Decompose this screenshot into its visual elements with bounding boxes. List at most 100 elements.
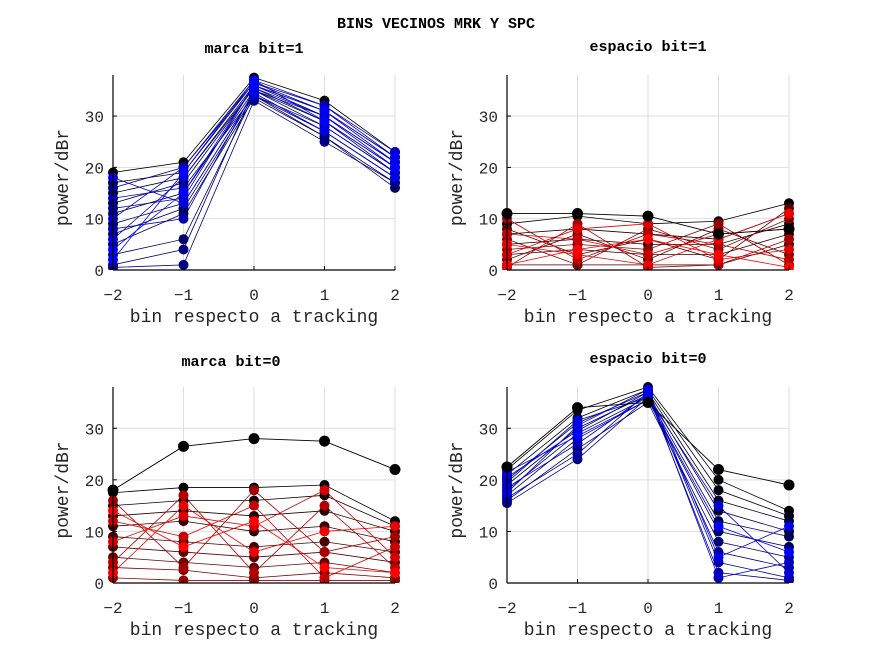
x-axis-label: bin respecto a tracking bbox=[130, 308, 378, 328]
x-tick-label: −2 bbox=[103, 600, 122, 618]
data-point bbox=[319, 562, 330, 573]
subplot-title: espacio bit=1 bbox=[589, 39, 706, 56]
subplot-1: 0 10 20 30 −2 −1 0 1 2 marca bit=1 bin respecto a … bbox=[54, 41, 400, 328]
y-axis-label: power/dBr bbox=[448, 129, 468, 226]
data-point bbox=[178, 198, 189, 209]
data-point bbox=[572, 234, 583, 245]
x-axis-label: bin respecto a tracking bbox=[524, 621, 772, 641]
y-tick-label: 20 bbox=[85, 473, 104, 491]
data-point bbox=[713, 552, 724, 563]
y-tick-label: 10 bbox=[479, 212, 498, 230]
y-tick-label: 30 bbox=[85, 421, 104, 439]
data-point bbox=[784, 234, 794, 245]
data-point bbox=[643, 384, 653, 395]
data-point bbox=[713, 521, 724, 532]
data-point bbox=[784, 254, 794, 265]
data-point bbox=[784, 531, 794, 542]
y-tick-label: 0 bbox=[94, 263, 104, 281]
y-tick-label: 10 bbox=[85, 524, 104, 542]
measured-point bbox=[572, 208, 583, 220]
data-point bbox=[784, 557, 794, 568]
data-point bbox=[784, 208, 794, 219]
y-tick-label: 10 bbox=[85, 212, 104, 230]
y-axis-label: power/dBr bbox=[54, 441, 74, 538]
data-point bbox=[178, 244, 189, 255]
y-tick-label: 20 bbox=[479, 160, 498, 178]
x-tick-label: 2 bbox=[390, 600, 400, 618]
data-point bbox=[178, 259, 189, 270]
subplot-4: 0 10 20 30 −2 −1 0 1 2 espacio bit=0 bin respecto … bbox=[448, 351, 795, 641]
y-tick-label: 20 bbox=[85, 160, 104, 178]
measured-point bbox=[713, 228, 724, 240]
measured-point bbox=[248, 433, 260, 445]
data-point bbox=[249, 75, 259, 86]
data-point bbox=[390, 152, 400, 163]
data-point bbox=[249, 485, 259, 496]
data-point bbox=[572, 223, 583, 234]
x-tick-label: 0 bbox=[643, 287, 653, 305]
subplot-3: 0 10 20 30 −2 −1 0 1 2 marca bit=0 bin respecto a … bbox=[54, 354, 401, 641]
data-point bbox=[713, 485, 724, 496]
x-tick-label: −1 bbox=[568, 287, 587, 305]
data-point bbox=[713, 474, 724, 485]
x-tick-label: 1 bbox=[714, 600, 724, 618]
data-point bbox=[249, 516, 259, 527]
data-point bbox=[643, 249, 653, 260]
data-point bbox=[319, 500, 330, 511]
subplot-2: 0 10 20 30 −2 −1 0 1 2 espacio bit=1 bin respecto … bbox=[448, 39, 795, 328]
data-point bbox=[319, 526, 330, 537]
data-point bbox=[784, 244, 794, 255]
data-point bbox=[643, 259, 653, 270]
data-point bbox=[319, 547, 330, 558]
y-tick-label: 0 bbox=[488, 576, 498, 594]
data-point bbox=[390, 521, 400, 532]
x-tick-label: 0 bbox=[643, 600, 653, 618]
data-point bbox=[572, 420, 583, 431]
data-point bbox=[178, 531, 189, 542]
subplot-title: marca bit=1 bbox=[204, 41, 303, 58]
measured-point bbox=[642, 210, 654, 222]
data-point bbox=[178, 490, 189, 501]
data-point bbox=[249, 500, 259, 511]
x-tick-label: 0 bbox=[249, 287, 259, 305]
data-point bbox=[319, 536, 330, 547]
series-group bbox=[108, 72, 400, 270]
data-point bbox=[390, 162, 400, 173]
data-point bbox=[249, 567, 259, 578]
x-tick-label: −2 bbox=[497, 287, 516, 305]
data-point bbox=[319, 485, 330, 496]
data-point bbox=[319, 126, 330, 137]
x-tick-label: 2 bbox=[390, 287, 400, 305]
data-point bbox=[643, 234, 653, 245]
x-tick-label: 2 bbox=[784, 600, 794, 618]
y-tick-label: 20 bbox=[479, 473, 498, 491]
data-point bbox=[713, 536, 724, 547]
x-tick-label: −1 bbox=[568, 600, 587, 618]
x-tick-label: 1 bbox=[320, 287, 330, 305]
y-tick-label: 10 bbox=[479, 524, 498, 542]
y-axis-label: power/dBr bbox=[54, 129, 74, 226]
data-point bbox=[319, 116, 330, 127]
data-point bbox=[572, 244, 583, 255]
data-point bbox=[390, 567, 400, 578]
data-point bbox=[178, 188, 189, 199]
data-point bbox=[319, 572, 330, 583]
x-tick-label: 2 bbox=[784, 287, 794, 305]
x-axis-label: bin respecto a tracking bbox=[130, 621, 378, 641]
data-point bbox=[572, 438, 583, 449]
data-point bbox=[178, 510, 189, 521]
data-point bbox=[178, 234, 189, 245]
data-point bbox=[784, 547, 794, 558]
subplot-title: marca bit=0 bbox=[181, 354, 280, 371]
y-axis-label: power/dBr bbox=[448, 441, 468, 538]
data-point bbox=[713, 500, 724, 511]
data-point bbox=[643, 218, 653, 229]
data-point bbox=[784, 567, 794, 578]
data-point bbox=[178, 541, 189, 552]
x-axis-label: bin respecto a tracking bbox=[524, 308, 772, 328]
data-point bbox=[249, 547, 259, 558]
data-point bbox=[784, 521, 794, 532]
y-tick-label: 30 bbox=[85, 109, 104, 127]
data-point bbox=[572, 449, 583, 460]
